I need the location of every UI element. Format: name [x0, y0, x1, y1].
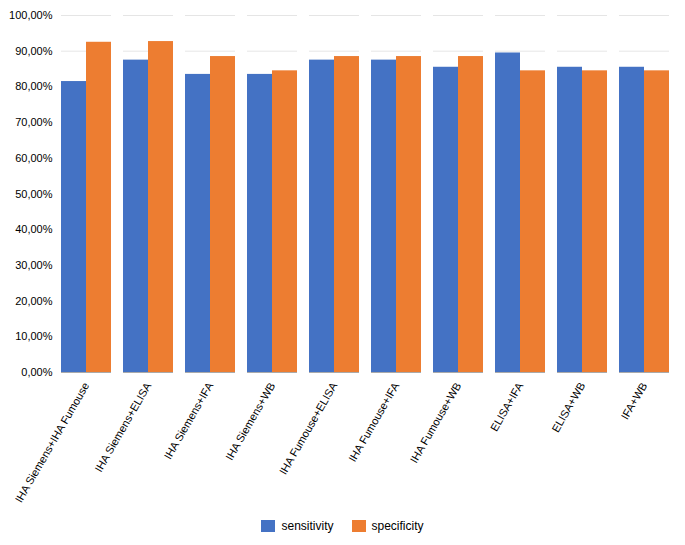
svg-text:IHA Fumouse+WB: IHA Fumouse+WB	[407, 380, 463, 465]
svg-text:30,00%: 30,00%	[15, 259, 53, 271]
svg-text:90,00%: 90,00%	[15, 45, 53, 57]
svg-text:IHA Fumouse+IFA: IHA Fumouse+IFA	[346, 380, 402, 464]
html-text:specificity: specificity	[371, 519, 424, 533]
svg-text:IHA Siemens+IHA Fumouse: IHA Siemens+IHA Fumouse	[13, 380, 92, 504]
svg-text:ELISA+WB: ELISA+WB	[549, 380, 587, 434]
svg-text:ELISA+IFA: ELISA+IFA	[488, 380, 526, 433]
svg-text:60,00%: 60,00%	[15, 152, 53, 164]
svg-text:20,00%: 20,00%	[15, 295, 53, 307]
svg-text:IHA Siemens+ELISA: IHA Siemens+ELISA	[92, 380, 153, 474]
svg-text:IHA Fumouse+ELISA: IHA Fumouse+ELISA	[277, 380, 340, 477]
svg-text:IFA+WB: IFA+WB	[619, 380, 650, 421]
svg-text:100,00%: 100,00%	[9, 9, 53, 21]
svg-text:IHA Siemens+WB: IHA Siemens+WB	[223, 380, 277, 462]
html-text:sensitivity: sensitivity	[281, 519, 334, 533]
svg-text:10,00%: 10,00%	[15, 330, 53, 342]
svg-text:IHA Siemens+IFA: IHA Siemens+IFA	[162, 380, 216, 461]
svg-text:80,00%: 80,00%	[15, 80, 53, 92]
svg-text:70,00%: 70,00%	[15, 116, 53, 128]
svg-text:40,00%: 40,00%	[15, 223, 53, 235]
svg-text:50,00%: 50,00%	[15, 188, 53, 200]
svg-text:0,00%: 0,00%	[21, 366, 52, 378]
